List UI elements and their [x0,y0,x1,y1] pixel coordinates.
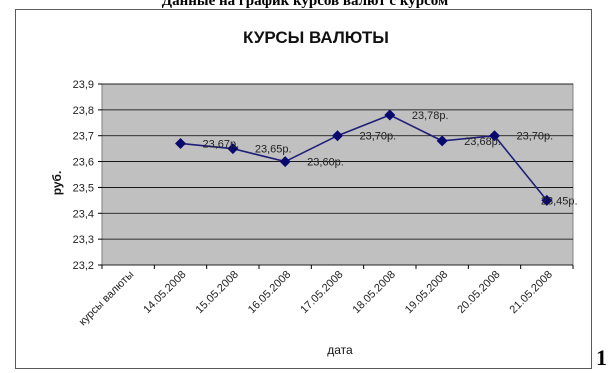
chart-frame: КУРСЫ ВАЛЮТЫ 23,2 23,3 23,4 23,5 23,6 23,7 23,… [15,9,592,369]
y-tick-label: 23,5 [73,182,94,194]
x-tick-label: 15.05.2008 [194,269,241,316]
y-tick-labels: 23,2 23,3 23,4 23,5 23,6 23,7 23,8 23,9 [73,79,94,272]
x-tick-labels: курсы валюты 14.05.2008 15.05.2008 16.05.20… [77,265,574,329]
y-tick-label: 23,7 [73,131,94,143]
data-label: 23,68р. [464,136,501,148]
line-chart: КУРСЫ ВАЛЮТЫ 23,223,323,423,523,623,723,… [50,28,578,357]
x-tick-label: 16.05.2008 [246,269,293,316]
x-tick-label: 17.05.2008 [298,269,345,316]
x-axis-title: дата [327,343,353,357]
plot-area [101,83,574,266]
data-label: 23,70р. [517,131,554,143]
y-tick-label: 23,9 [73,79,94,91]
chart-title: КУРСЫ ВАЛЮТЫ [243,28,389,47]
data-label: 23,67р. [203,138,240,150]
data-point-marker [436,135,448,147]
data-point-marker [175,137,186,149]
page-fragment-glyph: 1 [596,345,607,370]
data-labels: 23,67р. 23,65р. 23,60р. 23,70р. 23,78р. 23,68… [203,110,578,207]
y-tick-label: 23,8 [73,105,94,117]
x-tick-label: 21.05.2008 [508,269,555,316]
y-tick-label: 23,4 [73,208,94,220]
data-point-marker [332,130,343,142]
y-axis-title: руб. [50,171,64,196]
data-label: 23,45р. [541,195,578,207]
x-tick-label: курсы валюты [77,269,137,329]
x-tick-label: 14.05.2008 [141,269,188,316]
data-label: 23,78р. [412,110,449,122]
x-tick-label: 18.05.2008 [351,269,398,316]
series-line-layer [175,109,553,206]
data-label: 23,65р. [255,144,292,156]
data-point-marker [227,143,239,155]
x-tick-label: 20.05.2008 [455,269,502,316]
data-point-marker [541,194,553,206]
y-tick-label: 23,2 [73,260,94,272]
series-line [180,114,548,201]
data-label: 23,70р. [360,131,397,143]
y-tick-label: 23,3 [73,234,94,246]
data-point-marker [384,109,396,121]
data-point-marker [279,156,291,168]
top-strip-caption: Данные на график курсов валют с курсом [161,0,449,9]
y-tick-label: 23,6 [73,157,94,169]
top-strip-text: Данные на график курсов валют с курсом [0,0,610,12]
data-point-marker [489,130,500,142]
data-label: 23,60р. [307,157,344,169]
x-tick-label: 19.05.2008 [403,269,450,316]
